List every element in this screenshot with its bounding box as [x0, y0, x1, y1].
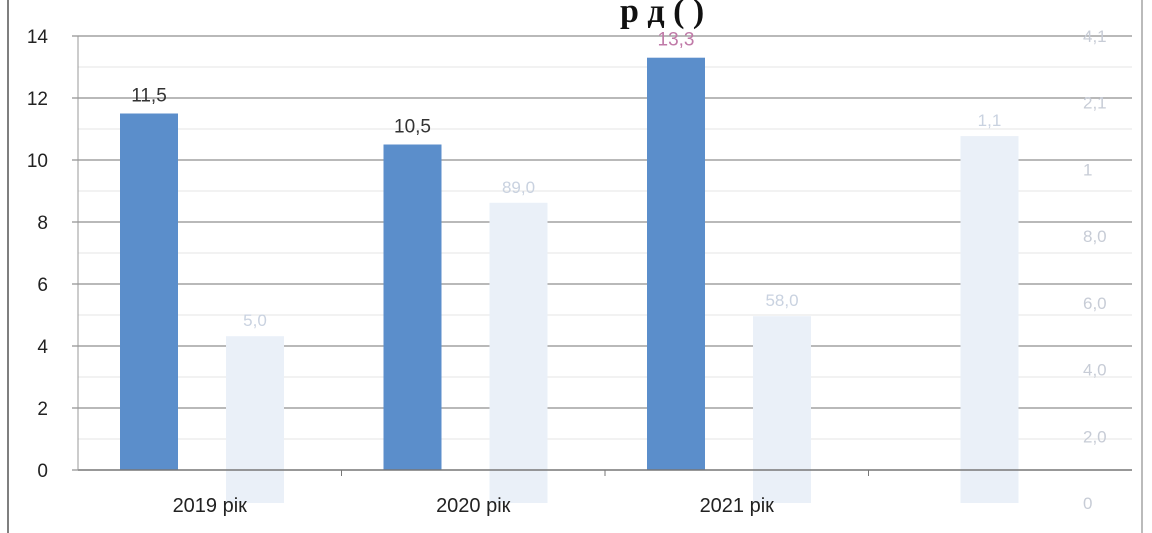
y2-tick-label: 6,0 [1083, 294, 1107, 313]
data-label-secondary: 89,0 [502, 178, 535, 197]
y2-tick-label: 0 [1083, 494, 1092, 513]
x-category-label: 2019 рік [173, 495, 248, 517]
data-label-secondary: 5,0 [243, 311, 267, 330]
bar-primary [647, 57, 705, 470]
data-label-primary: 13,3 [658, 30, 695, 51]
y-tick-label: 4 [37, 337, 48, 358]
data-label-primary: 10,5 [394, 117, 431, 138]
bar-secondary [226, 336, 284, 503]
bar-primary [120, 113, 178, 470]
chart-title-fragment: р д ( ) [620, 0, 704, 30]
primary-series [120, 57, 705, 470]
bar-secondary [960, 136, 1019, 504]
y-tick-label: 0 [37, 461, 48, 482]
x-category-label: 2020 рік [436, 495, 511, 517]
y2-tick-label: 4,1 [1083, 27, 1107, 46]
y-tick-label: 10 [27, 151, 48, 172]
y-tick-label: 14 [27, 27, 49, 48]
x-category-label: 2021 рік [700, 495, 775, 517]
bar-secondary [489, 202, 548, 504]
bar-primary [383, 144, 442, 470]
y2-tick-label: 2,1 [1083, 94, 1107, 113]
faded-series [226, 136, 1019, 504]
data-label-primary: 11,5 [131, 86, 167, 107]
y-tick-label: 6 [37, 275, 48, 296]
y-tick-label: 12 [27, 89, 48, 110]
y2-tick-label: 8,0 [1083, 227, 1107, 246]
y2-tick-label: 1 [1083, 160, 1092, 179]
y2-tick-label: 2,0 [1083, 427, 1107, 446]
bar-secondary [753, 316, 811, 503]
y-tick-label: 8 [37, 213, 48, 234]
axes: 0 2 4 6 8 10 12 14 0 2,0 4,0 6,0 8,0 1 2,1 4,1 2019 рік 2… [27, 27, 1132, 517]
data-label-secondary: 58,0 [765, 291, 798, 310]
y-tick-label: 2 [37, 399, 48, 420]
y2-tick-label: 4,0 [1083, 361, 1107, 380]
data-labels: 11,5 5,0 10,5 89,0 13,3 58,0 1,1 [131, 30, 1001, 331]
data-label-secondary: 1,1 [978, 111, 1002, 130]
